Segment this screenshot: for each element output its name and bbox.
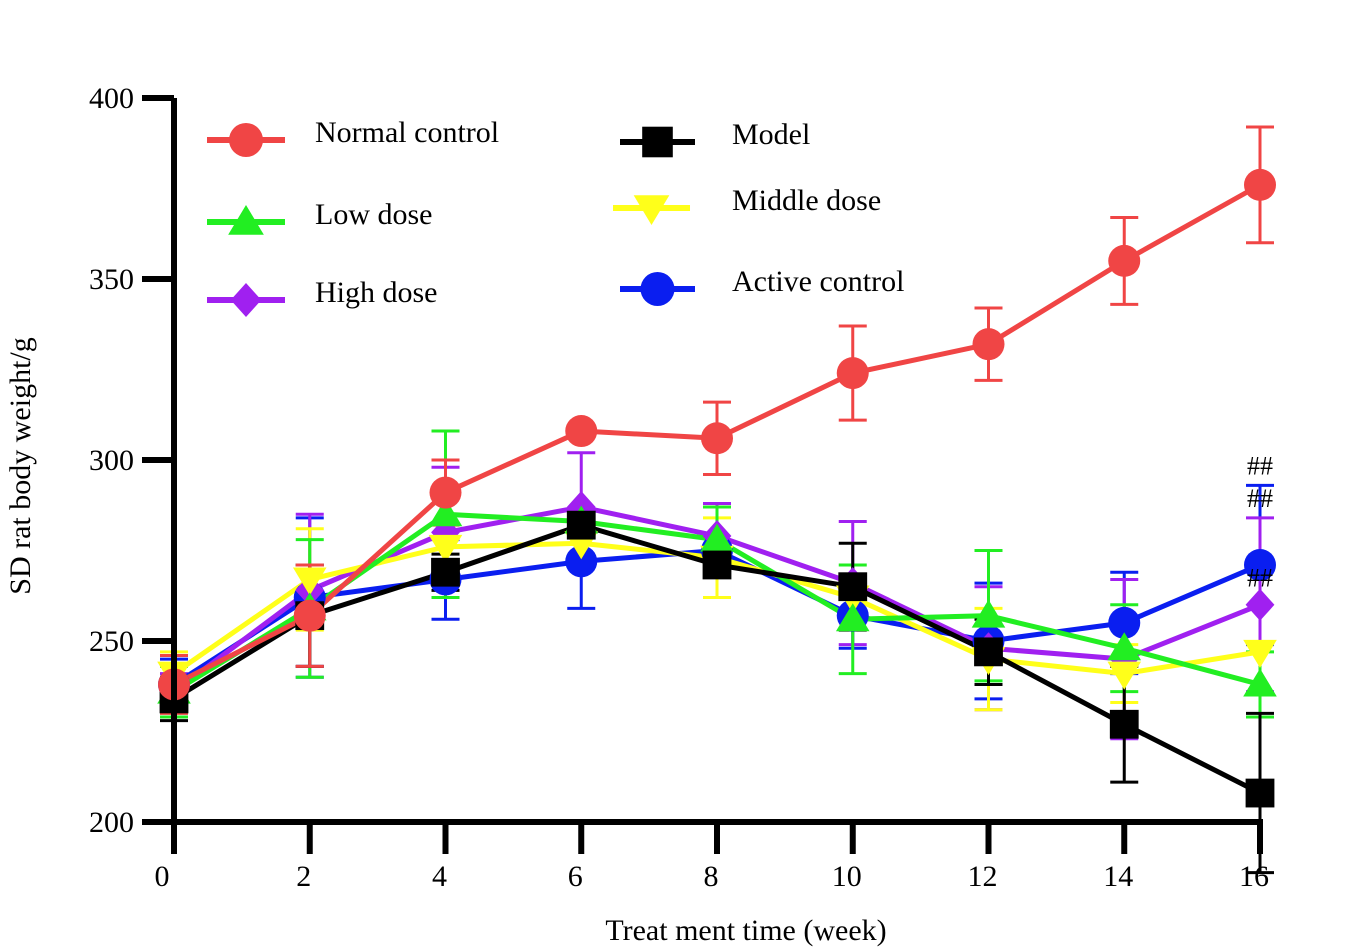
normal-control-point [293, 599, 326, 632]
low-dose-point [971, 599, 1006, 628]
normal-control-point [565, 415, 598, 448]
x-tick-label: 8 [704, 860, 719, 893]
series-markers [157, 168, 1277, 808]
model-point [974, 637, 1003, 667]
y-tick-label: 200 [89, 806, 134, 839]
normal-control-point [701, 422, 733, 455]
significance-annotation: ## [1247, 484, 1273, 513]
x-tick-label: 16 [1239, 860, 1269, 893]
low-dose-point [700, 523, 734, 552]
y-tick-label: 300 [89, 444, 134, 477]
model-point [838, 572, 868, 602]
middle-dose-point [428, 534, 463, 563]
legend: Normal control Model Low dose Middle dose Hi… [207, 116, 904, 317]
error-bars [160, 125, 1274, 875]
y-tick-label: 400 [89, 82, 134, 115]
significance-annotation: ## [1247, 451, 1273, 480]
model-point [1245, 778, 1275, 808]
model-point [1109, 709, 1139, 739]
x-tick-label: 4 [432, 860, 447, 893]
x-tick-label: 10 [832, 860, 862, 893]
x-tick-label: 6 [568, 860, 583, 893]
legend-marker-low-dose [228, 205, 264, 235]
normal-control-point [1108, 244, 1141, 277]
high-dose-point [1245, 588, 1275, 621]
middle-dose-point [1243, 639, 1277, 668]
middle-dose-point [292, 567, 327, 596]
normal-control-point [1244, 168, 1276, 201]
y-tick-label: 350 [89, 263, 134, 296]
active-control-point [1108, 606, 1141, 639]
annotations: ## ## ## [1247, 451, 1273, 592]
legend-marker-high-dose [230, 283, 262, 317]
legend-label-model: Model [732, 118, 810, 151]
model-point [431, 557, 460, 587]
legend-label-normal-control: Normal control [315, 116, 499, 149]
normal-control-point [972, 328, 1005, 361]
middle-dose-point [1107, 661, 1142, 690]
low-dose-point [1243, 668, 1277, 697]
legend-label-low-dose: Low dose [315, 198, 432, 231]
x-tick-label: 0 [155, 860, 170, 893]
legend-marker-model [642, 126, 673, 158]
legend-label-active-control: Active control [732, 265, 904, 298]
legend-marker-active-control [640, 272, 675, 306]
low-dose-point [1107, 632, 1142, 661]
active-control-point [1244, 548, 1276, 581]
x-tick-label: 12 [968, 860, 998, 893]
model-point [566, 510, 596, 540]
model-point [702, 550, 732, 580]
normal-control-point [836, 357, 869, 390]
active-control-point [565, 545, 598, 578]
normal-control-point [429, 476, 462, 509]
x-tick-label: 2 [296, 860, 311, 893]
significance-annotation: ## [1247, 564, 1273, 593]
legend-marker-normal-control [229, 123, 263, 157]
axes: 200 250 300 350 400 0 2 4 6 8 10 12 14 16 [89, 82, 1269, 893]
legend-marker-middle-dose [633, 195, 670, 225]
legend-label-middle-dose: Middle dose [732, 184, 881, 217]
x-tick-label: 14 [1103, 860, 1133, 893]
x-axis-title: Treat ment time (week) [605, 914, 886, 947]
y-axis-title: SD rat body weight/g [4, 337, 37, 594]
y-tick-label: 250 [89, 625, 134, 658]
legend-label-high-dose: High dose [315, 276, 438, 309]
high-dose-point [431, 516, 460, 549]
low-dose-point [835, 603, 870, 632]
low-dose-point [428, 498, 463, 527]
